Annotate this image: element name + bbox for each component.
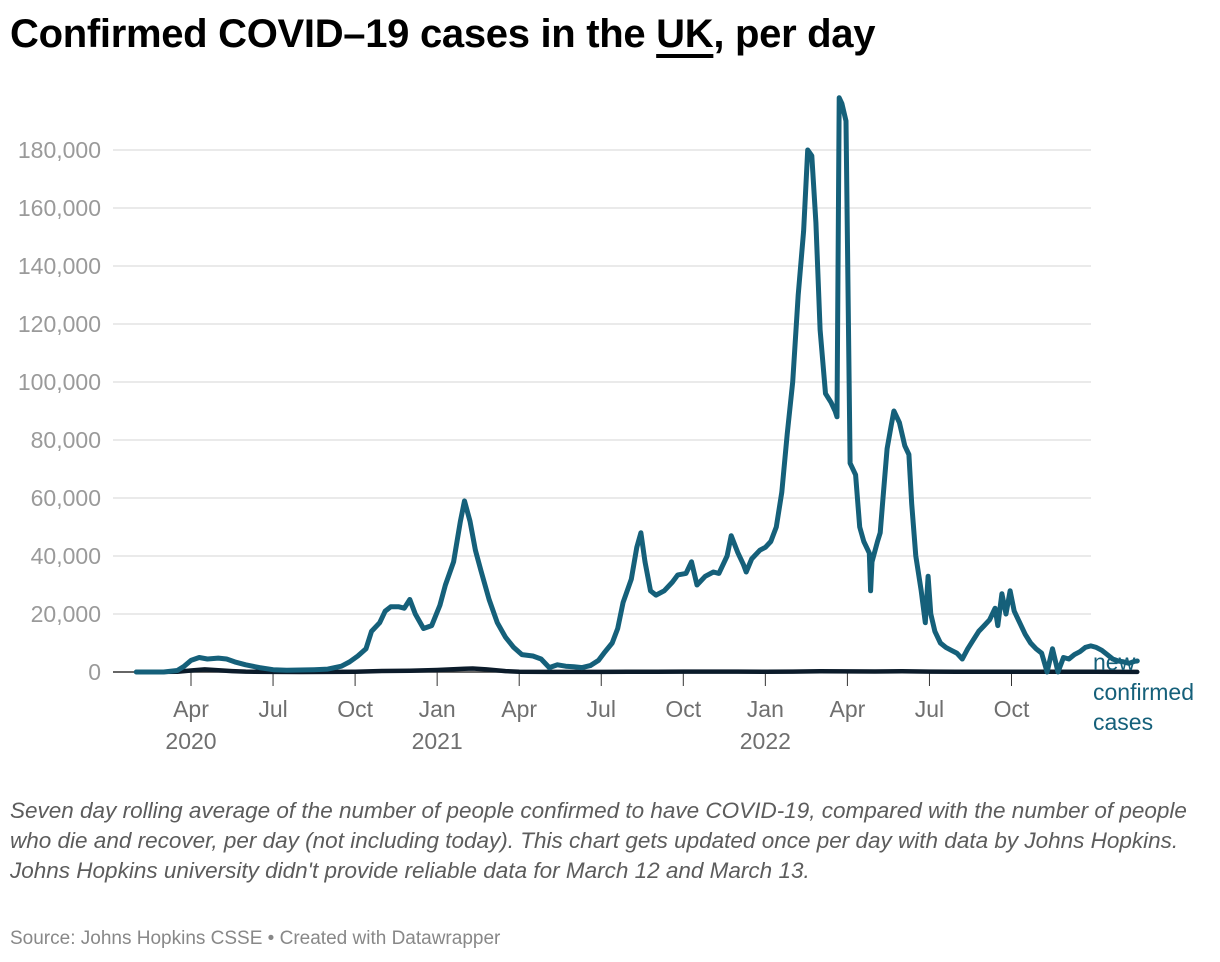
series-lines [133,95,1140,675]
y-tick-label: 160,000 [18,195,101,221]
x-tick-year-label: 2021 [412,728,463,754]
x-tick-label: Apr [830,696,866,722]
y-tick-label: 20,000 [31,601,101,627]
deaths-line [134,666,1140,675]
source-text: Source: Johns Hopkins CSSE [10,928,263,949]
x-tick-label: Oct [337,696,373,722]
y-tick-label: 60,000 [31,485,101,511]
credit-text: Created with Datawrapper [279,928,501,949]
chart-title: Confirmed COVID–19 cases in the UK, per … [10,12,875,57]
series-label-line: confirmed [1093,679,1194,705]
x-tick-label: Oct [665,696,701,722]
x-axis: Apr 2020 Jul Oct Jan 2021 Apr Jul Oct Jan 2022 Apr J… [165,672,1030,754]
chart-description: Seven day rolling average of the number … [10,798,1187,883]
cases-line [133,95,1140,675]
title-suffix: , per day [713,12,876,56]
series-label-line: new [1093,649,1136,675]
x-tick-label: Jul [258,696,287,722]
title-country-link[interactable]: UK [656,12,714,56]
y-tick-label: 120,000 [18,311,101,337]
y-tick-label: 180,000 [18,137,101,163]
y-tick-label: 140,000 [18,253,101,279]
y-tick-label: 80,000 [31,427,101,453]
x-tick-label: Jul [915,696,944,722]
y-tick-label: 100,000 [18,369,101,395]
title-prefix: Confirmed COVID–19 cases in the [10,12,657,56]
y-tick-label: 40,000 [31,543,101,569]
footer-separator: • [262,928,280,949]
x-tick-label: Jan [747,696,784,722]
y-tick-label: 0 [88,659,101,685]
gridlines [113,149,1091,673]
y-axis: 0 20,000 40,000 60,000 80,000 100,000 120,000 1… [18,137,101,685]
x-tick-label: Oct [994,696,1030,722]
line-chart: Apr 2020 Jul Oct Jan 2021 Apr Jul Oct Jan 2022 Apr J… [18,95,1200,754]
series-label-line: cases [1093,709,1153,735]
chart-footer: Source: Johns Hopkins CSSE • Created wit… [10,928,500,950]
x-tick-label: Jul [587,696,616,722]
x-tick-label: Apr [501,696,537,722]
x-tick-year-label: 2022 [740,728,791,754]
x-tick-year-label: 2020 [165,728,216,754]
x-tick-label: Jan [419,696,456,722]
x-tick-label: Apr [173,696,209,722]
series-label-cases: new confirmed cases [1093,649,1200,735]
